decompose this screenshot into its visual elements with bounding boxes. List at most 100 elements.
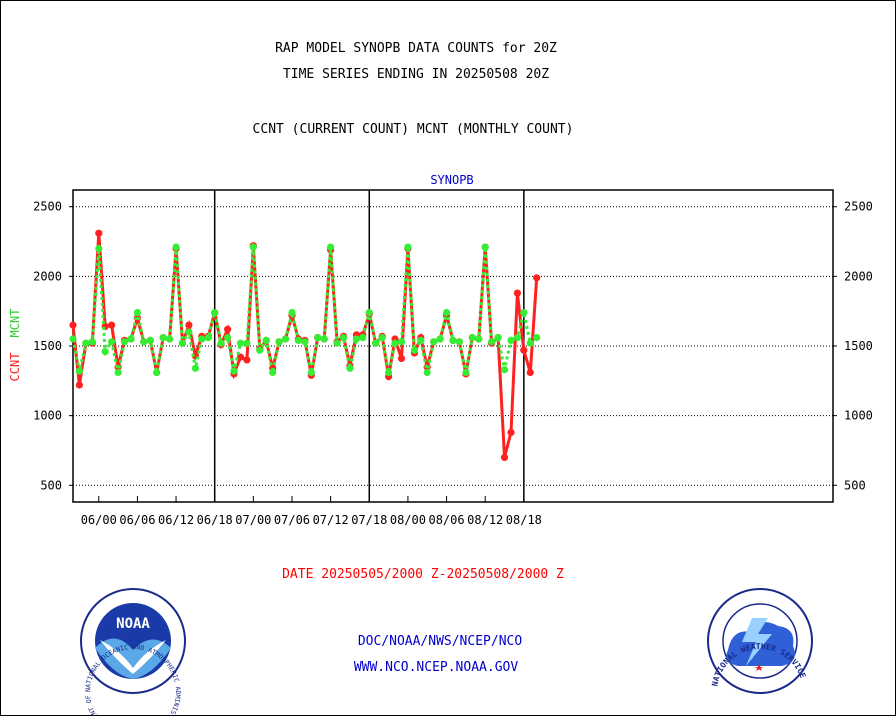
series-point-mcnt	[397, 338, 406, 346]
x-tick-label: 07/18	[351, 513, 387, 527]
series-point-mcnt	[443, 309, 451, 317]
series-point-mcnt	[359, 334, 367, 342]
series-point-mcnt	[488, 338, 496, 346]
series-point-mcnt	[191, 364, 199, 372]
y-tick-label-right: 1500	[844, 339, 873, 353]
series-point-mcnt	[500, 366, 509, 374]
series-point-mcnt	[178, 339, 187, 347]
series-point-ccnt	[397, 354, 406, 363]
series-point-mcnt	[314, 334, 322, 342]
series-point-mcnt	[224, 334, 232, 342]
series-point-ccnt	[513, 289, 522, 297]
series-point-mcnt	[153, 368, 161, 377]
series-point-mcnt	[95, 244, 103, 253]
series-point-mcnt	[475, 335, 483, 343]
series-point-mcnt	[185, 328, 193, 336]
series-point-ccnt	[243, 356, 251, 364]
series-point-mcnt	[507, 336, 515, 344]
series-point-mcnt	[327, 243, 335, 251]
x-tick-label: 08/18	[506, 513, 542, 527]
series-point-mcnt	[526, 339, 534, 347]
y-tick-label-left: 2500	[33, 200, 62, 214]
series-point-ccnt	[507, 428, 515, 436]
series-point-mcnt	[417, 336, 425, 344]
series-point-mcnt	[108, 338, 116, 346]
series-point-mcnt	[269, 368, 277, 377]
y-tick-label-right: 2000	[844, 269, 873, 283]
series-point-mcnt	[449, 336, 457, 344]
series-point-mcnt	[320, 335, 328, 343]
series-point-mcnt	[166, 335, 174, 343]
series-point-mcnt	[120, 338, 129, 346]
series-point-mcnt	[307, 368, 315, 377]
series-point-mcnt	[455, 338, 463, 346]
series-point-mcnt	[494, 334, 502, 342]
chart-subtitle: CCNT (CURRENT COUNT) MCNT (MONTHLY COUNT…	[253, 122, 574, 137]
series-point-ccnt	[236, 353, 245, 361]
series-line-mcnt	[71, 246, 538, 373]
series-point-ccnt	[185, 321, 193, 329]
series-point-mcnt	[88, 338, 96, 346]
series-point-mcnt	[217, 339, 225, 347]
series-point-ccnt	[224, 325, 232, 333]
website-url: WWW.NCO.NCEP.NOAA.GOV	[354, 660, 519, 675]
series-point-mcnt	[404, 243, 412, 251]
series-point-mcnt	[352, 335, 360, 343]
series-point-mcnt	[146, 336, 154, 344]
y-tick-label-left: 1000	[33, 409, 62, 423]
chart-title-line-2: TIME SERIES ENDING IN 20250508 20Z	[283, 67, 549, 82]
noaa-logo-text: NOAA	[116, 616, 150, 632]
y-tick-label-right: 500	[844, 478, 866, 492]
x-tick-label: 06/00	[81, 513, 117, 527]
series-point-ccnt	[95, 229, 103, 237]
series-point-mcnt	[211, 309, 219, 317]
series-point-mcnt	[333, 339, 341, 347]
series-point-mcnt	[275, 338, 283, 346]
y-tick-label-right: 2500	[844, 200, 873, 214]
series-point-mcnt	[69, 335, 77, 343]
x-tick-label: 06/12	[158, 513, 194, 527]
series-point-mcnt	[430, 338, 438, 346]
series-point-mcnt	[243, 339, 251, 347]
date-range-label: DATE 20250505/2000 Z-20250508/2000 Z	[282, 567, 564, 582]
nws-logo-icon: NATIONAL WEATHER SERVICE	[707, 588, 813, 694]
x-tick-label: 06/18	[197, 513, 233, 527]
x-tick-label: 08/00	[390, 513, 426, 527]
series-point-ccnt	[526, 368, 534, 377]
series-point-mcnt	[82, 339, 90, 347]
series-point-ccnt	[533, 274, 541, 282]
x-tick-label: 08/12	[467, 513, 503, 527]
y-axis-label-mcnt: MCNT	[8, 309, 22, 338]
series-point-mcnt	[133, 309, 141, 317]
series-point-mcnt	[372, 339, 380, 347]
noaa-logo-icon: NOAA NATIONAL OCEANIC AND ATMOSPHERIC AD…	[0, 0, 186, 716]
series-point-ccnt	[500, 453, 509, 461]
series-point-mcnt	[127, 335, 135, 343]
series-point-mcnt	[468, 334, 476, 342]
org-line: DOC/NOAA/NWS/NCEP/NCO	[358, 634, 523, 649]
series-point-mcnt	[114, 368, 122, 377]
series-point-mcnt	[436, 335, 444, 343]
series-point-mcnt	[385, 368, 393, 377]
x-tick-label: 07/00	[235, 513, 271, 527]
panel-label: SYNOPB	[430, 173, 473, 187]
series-point-mcnt	[410, 346, 418, 354]
y-tick-label-left: 2000	[33, 269, 62, 283]
series-point-mcnt	[262, 336, 270, 344]
series-point-ccnt	[75, 381, 83, 389]
x-tick-label: 08/06	[428, 513, 464, 527]
series-point-mcnt	[256, 346, 264, 354]
x-tick-label: 06/06	[119, 513, 155, 527]
series-point-mcnt	[140, 338, 148, 346]
series-point-mcnt	[75, 367, 83, 375]
y-axis-label-ccnt: CCNT	[8, 353, 22, 382]
series-point-ccnt	[520, 346, 528, 354]
series-point-mcnt	[339, 334, 348, 342]
x-tick-label: 07/06	[274, 513, 310, 527]
x-tick-label: 07/12	[313, 513, 349, 527]
series-point-mcnt	[301, 338, 309, 346]
series-point-mcnt	[101, 348, 109, 356]
series-point-mcnt	[533, 334, 541, 342]
